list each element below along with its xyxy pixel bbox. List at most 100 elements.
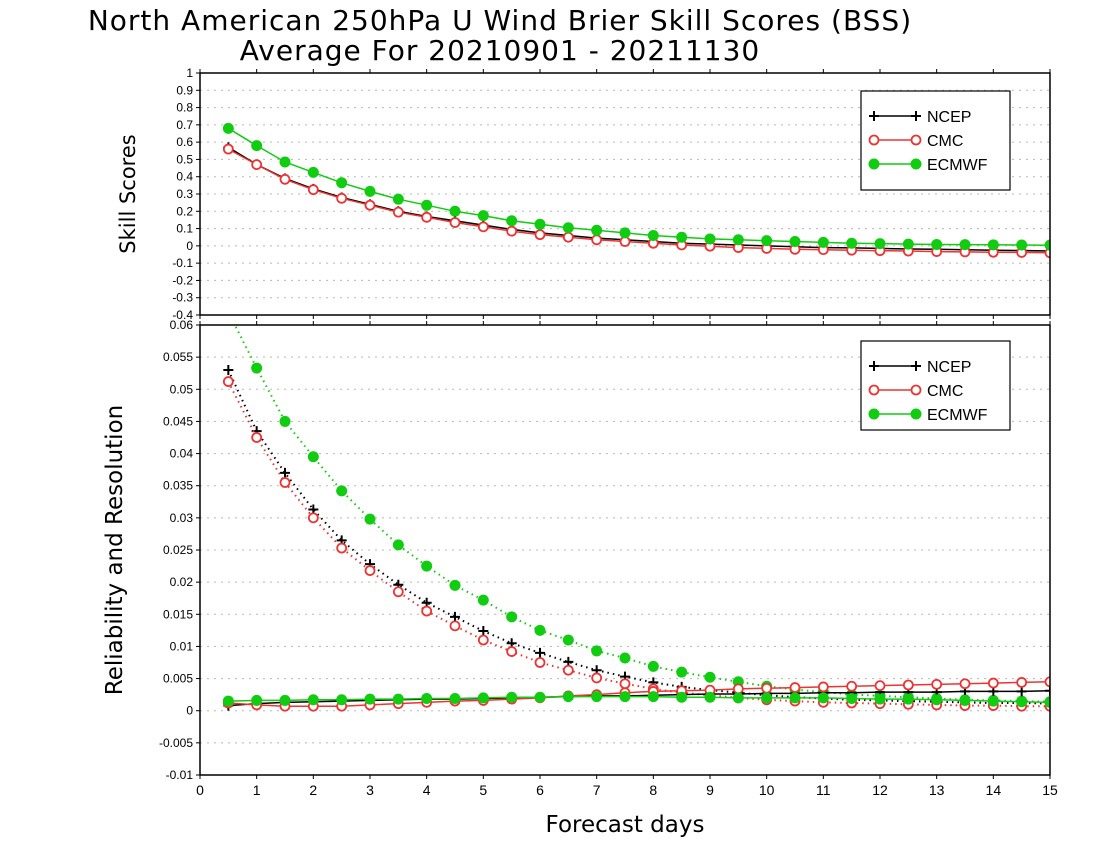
y-tick-label: -0.1 [172,256,193,270]
data-point-ecmwf [619,227,631,239]
data-point-ecmwf [279,415,291,427]
legend-item-ncep: NCEP [869,109,971,126]
plot-frame [199,324,1051,776]
data-point-cmc [251,432,263,443]
y-axis-label: Reliability and Resolution [102,405,128,695]
data-point-ecmwf [704,671,716,683]
data-point-ecmwf [959,694,971,706]
x-tick-label: 14 [986,782,1002,798]
legend-label: ECMWF [927,407,988,424]
data-point-ecmwf [789,692,801,704]
data-point-cmc [364,565,376,576]
data-point-ecmwf [477,210,489,222]
data-point-ecmwf [534,691,546,703]
data-point-ecmwf [562,222,574,234]
legend-item-cmc: CMC [868,383,963,400]
legend-marker-start [868,408,880,420]
legend-label: NCEP [927,109,971,126]
data-point-ecmwf [846,237,858,249]
y-tick-label: 0.035 [163,479,193,493]
data-point-ecmwf [619,691,631,703]
legend-marker-start [869,111,879,121]
data-point-cmc [761,682,773,694]
data-point-cmc [506,646,518,657]
data-point-ecmwf [421,560,433,572]
x-tick-label: 15 [1042,782,1058,798]
data-point-ecmwf [279,694,291,706]
x-tick-label: 1 [253,782,261,798]
legend-marker-end [910,384,922,396]
x-tick-label: 3 [366,782,374,798]
y-tick-label: -0.01 [166,768,194,782]
data-point-ecmwf [251,362,263,374]
data-point-cmc [421,605,433,617]
data-point-ecmwf [364,693,376,705]
data-point-ecmwf [336,485,348,497]
y-tick-label: 0.02 [170,575,194,589]
legend-marker-end [910,408,922,420]
series-group [222,122,1050,259]
x-axis-label: Forecast days [546,812,705,838]
data-point-ecmwf [222,695,234,707]
data-point-cmc [817,681,829,693]
data-point-ncep [280,467,290,478]
legend-label: ECMWF [927,157,988,174]
data-point-ecmwf [1044,696,1050,708]
data-point-ecmwf [704,233,716,245]
plot-frame [199,72,1051,316]
data-point-ecmwf [647,229,659,241]
data-point-ecmwf [987,239,999,251]
legend-marker-end [910,158,922,170]
data-point-ecmwf [676,666,688,678]
x-tick-label: 12 [872,782,888,798]
data-point-cmc [562,664,574,676]
data-point-cmc [421,211,433,223]
legend-marker-end [910,134,922,146]
data-point-cmc [562,231,574,243]
data-point-ecmwf [1016,696,1028,708]
data-point-ecmwf [449,205,461,217]
y-tick-label: -0.3 [172,291,193,305]
data-point-ecmwf [1016,239,1028,251]
data-point-ecmwf [931,694,943,706]
data-point-ecmwf [591,224,603,236]
data-point-cmc [874,680,886,692]
data-point-ecmwf [307,166,319,178]
data-point-ecmwf [251,140,263,152]
data-point-ecmwf [506,611,518,623]
data-point-ecmwf [506,691,518,703]
y-tick-label: -0.005 [159,736,193,750]
data-point-cmc [222,376,234,387]
y-tick-label: 0.04 [170,447,194,461]
data-point-cmc [392,586,404,598]
data-point-cmc [959,678,971,690]
data-point-ecmwf [364,185,376,197]
y-tick-label: 0 [186,704,193,718]
data-point-ecmwf [761,692,773,704]
data-point-ecmwf [761,235,773,247]
data-point-ncep [535,647,545,658]
data-point-ecmwf [449,579,461,591]
data-point-ncep [223,365,234,375]
data-point-cmc [449,620,461,632]
legend-item-ecmwf: ECMWF [868,407,988,424]
data-point-cmc [392,206,404,218]
x-tick-label: 2 [309,782,317,798]
data-point-cmc [307,512,319,524]
legend-label: CMC [927,383,963,400]
data-point-ecmwf [562,691,574,703]
data-point-ecmwf [392,693,404,705]
x-tick-label: 0 [196,782,204,798]
data-point-ecmwf [506,215,518,227]
x-tick-label: 8 [649,782,657,798]
data-point-ecmwf [902,693,914,705]
y-tick-label: -0.2 [172,273,193,287]
data-point-ecmwf [307,694,319,706]
series-line-ncep-resolution [228,690,1050,707]
data-point-ecmwf [591,691,603,703]
legend-label: CMC [927,133,963,150]
legend-item-cmc: CMC [868,133,963,150]
data-point-cmc [732,683,744,695]
y-tick-label: 0 [186,239,193,253]
data-point-cmc [534,657,546,668]
